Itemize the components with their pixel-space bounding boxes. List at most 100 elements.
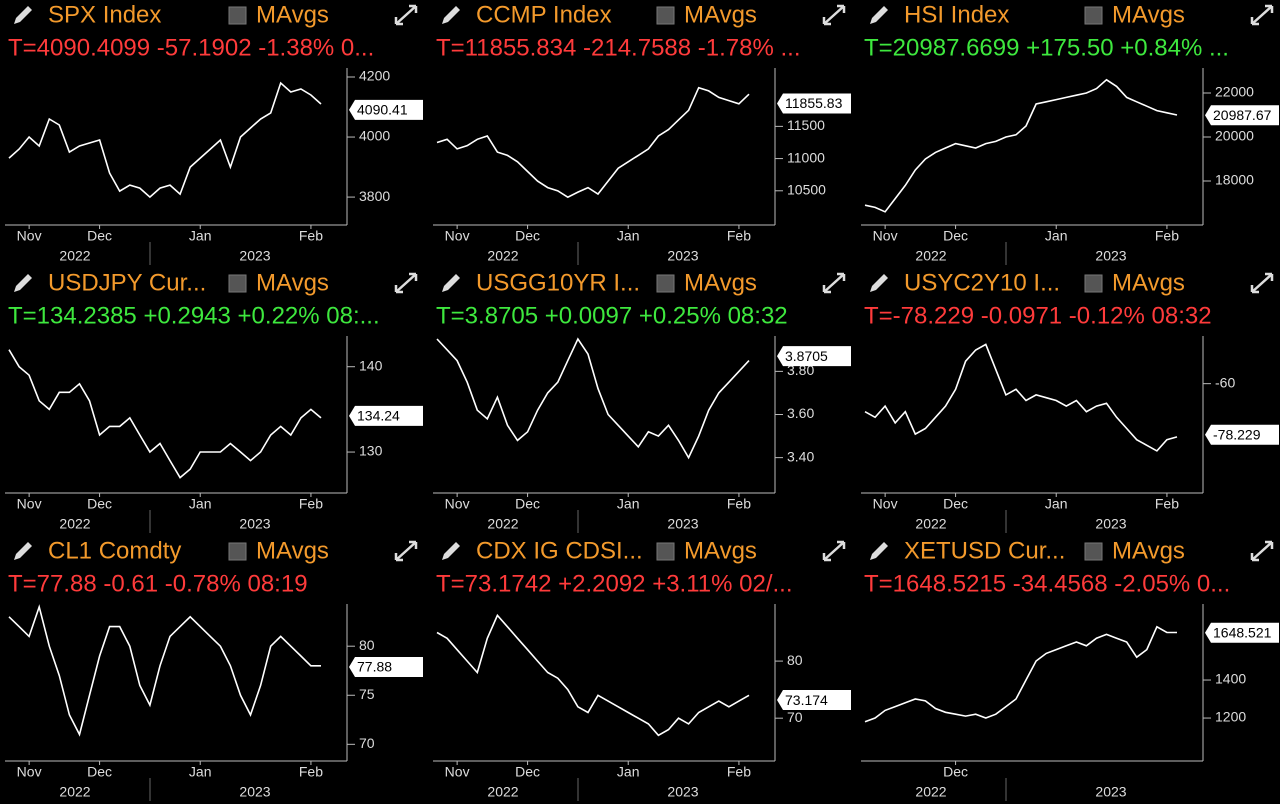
panel-title[interactable]: USGG10YR I... xyxy=(476,269,640,296)
legend-box[interactable] xyxy=(1084,6,1103,25)
panel: SPX Index MAvgs T=4090.4099 -57.1902 -1.38… xyxy=(5,1,423,265)
quote-line: T=11855.834 -214.7588 -1.78% ... xyxy=(436,34,801,61)
legend-box[interactable] xyxy=(656,6,675,25)
x-tick-label: Feb xyxy=(727,228,751,244)
price-line xyxy=(864,78,1178,213)
quote-line: T=-78.229 -0.0971 -0.12% 08:32 xyxy=(864,302,1212,329)
legend-box[interactable] xyxy=(228,542,247,561)
panel: HSI Index MAvgs T=20987.6699 +175.50 +0.84… xyxy=(861,1,1279,265)
panel-title[interactable]: XETUSD Cur... xyxy=(904,537,1065,564)
panel: USYC2Y10 I... MAvgs T=-78.229 -0.0971 -0.1… xyxy=(861,269,1279,533)
quote-line: T=4090.4099 -57.1902 -1.38% 0... xyxy=(8,34,374,61)
legend-box[interactable] xyxy=(1084,542,1103,561)
x-tick-label: Feb xyxy=(1155,228,1179,244)
expand-icon[interactable] xyxy=(394,4,418,26)
year-label: 2022 xyxy=(487,248,518,264)
expand-icon[interactable] xyxy=(394,540,418,562)
last-price-tag xyxy=(777,690,851,711)
panel: USGG10YR I... MAvgs T=3.8705 +0.0097 +0.25… xyxy=(433,269,851,533)
x-tick-label: Dec xyxy=(515,496,540,512)
expand-icon[interactable] xyxy=(822,4,846,26)
y-tick-label: 80 xyxy=(787,652,803,668)
expand-icon[interactable] xyxy=(1250,272,1274,294)
x-tick-label: Jan xyxy=(617,496,640,512)
panel: CCMP Index MAvgs T=11855.834 -214.7588 -1.… xyxy=(433,1,851,265)
edit-icon[interactable] xyxy=(870,6,888,24)
legend-label[interactable]: MAvgs xyxy=(684,269,757,296)
edit-icon[interactable] xyxy=(442,542,460,560)
year-label: 2022 xyxy=(59,248,90,264)
y-tick-label: 70 xyxy=(359,735,375,751)
year-label: 2022 xyxy=(487,784,518,800)
year-label: 2022 xyxy=(59,784,90,800)
edit-icon[interactable] xyxy=(14,542,32,560)
legend-label[interactable]: MAvgs xyxy=(256,269,329,296)
x-tick-label: Dec xyxy=(515,228,540,244)
x-tick-label: Nov xyxy=(445,228,470,244)
legend-label[interactable]: MAvgs xyxy=(1112,537,1185,564)
panel-title[interactable]: HSI Index xyxy=(904,1,1009,28)
last-price-tag xyxy=(777,93,851,114)
x-tick-label: Jan xyxy=(617,228,640,244)
price-line xyxy=(436,337,750,460)
x-tick-label: Feb xyxy=(727,764,751,780)
y-tick-label: 3.40 xyxy=(787,448,814,464)
edit-icon[interactable] xyxy=(870,542,888,560)
y-tick-label: 80 xyxy=(359,637,375,653)
legend-label[interactable]: MAvgs xyxy=(684,537,757,564)
panel-title[interactable]: CL1 Comdty xyxy=(48,537,181,564)
last-price-tag xyxy=(1205,622,1279,643)
year-label: 2022 xyxy=(915,784,946,800)
edit-icon[interactable] xyxy=(442,274,460,292)
legend-label[interactable]: MAvgs xyxy=(1112,1,1185,28)
quote-line: T=1648.5215 -34.4568 -2.05% 0... xyxy=(864,570,1230,597)
year-label: 2023 xyxy=(1095,784,1126,800)
y-tick-label: 130 xyxy=(359,443,383,459)
x-tick-label: Dec xyxy=(943,496,968,512)
year-label: 2022 xyxy=(487,516,518,532)
panel-title[interactable]: CCMP Index xyxy=(476,1,612,28)
edit-icon[interactable] xyxy=(14,274,32,292)
year-label: 2023 xyxy=(1095,516,1126,532)
expand-icon[interactable] xyxy=(822,540,846,562)
legend-label[interactable]: MAvgs xyxy=(256,1,329,28)
edit-icon[interactable] xyxy=(870,274,888,292)
panel: USDJPY Cur... MAvgs T=134.2385 +0.2943 +0.… xyxy=(5,269,423,533)
legend-box[interactable] xyxy=(1084,274,1103,293)
y-tick-label: 22000 xyxy=(1215,84,1254,100)
last-price-tag xyxy=(349,656,423,677)
x-tick-label: Feb xyxy=(1155,496,1179,512)
x-tick-label: Feb xyxy=(727,496,751,512)
x-tick-label: Dec xyxy=(943,764,968,780)
expand-icon[interactable] xyxy=(1250,4,1274,26)
last-price-label: 134.24 xyxy=(357,408,400,424)
last-price-label: 11855.83 xyxy=(785,95,843,111)
panel-title[interactable]: CDX IG CDSI... xyxy=(476,537,643,564)
legend-label[interactable]: MAvgs xyxy=(1112,269,1185,296)
price-line xyxy=(436,86,750,199)
legend-label[interactable]: MAvgs xyxy=(256,537,329,564)
edit-icon[interactable] xyxy=(442,6,460,24)
x-tick-label: Jan xyxy=(1045,496,1068,512)
edit-icon[interactable] xyxy=(14,6,32,24)
expand-icon[interactable] xyxy=(394,272,418,294)
x-tick-label: Dec xyxy=(87,764,112,780)
year-label: 2022 xyxy=(915,248,946,264)
legend-label[interactable]: MAvgs xyxy=(684,1,757,28)
last-price-tag xyxy=(1205,424,1279,445)
x-tick-label: Dec xyxy=(943,228,968,244)
legend-box[interactable] xyxy=(656,274,675,293)
legend-box[interactable] xyxy=(228,6,247,25)
panel-title[interactable]: USDJPY Cur... xyxy=(48,269,206,296)
legend-box[interactable] xyxy=(656,542,675,561)
price-line xyxy=(8,81,322,199)
panel-title[interactable]: SPX Index xyxy=(48,1,161,28)
legend-box[interactable] xyxy=(228,274,247,293)
expand-icon[interactable] xyxy=(822,272,846,294)
x-tick-label: Dec xyxy=(87,496,112,512)
expand-icon[interactable] xyxy=(1250,540,1274,562)
panel-title[interactable]: USYC2Y10 I... xyxy=(904,269,1060,296)
x-tick-label: Jan xyxy=(617,764,640,780)
x-tick-label: Nov xyxy=(873,496,898,512)
